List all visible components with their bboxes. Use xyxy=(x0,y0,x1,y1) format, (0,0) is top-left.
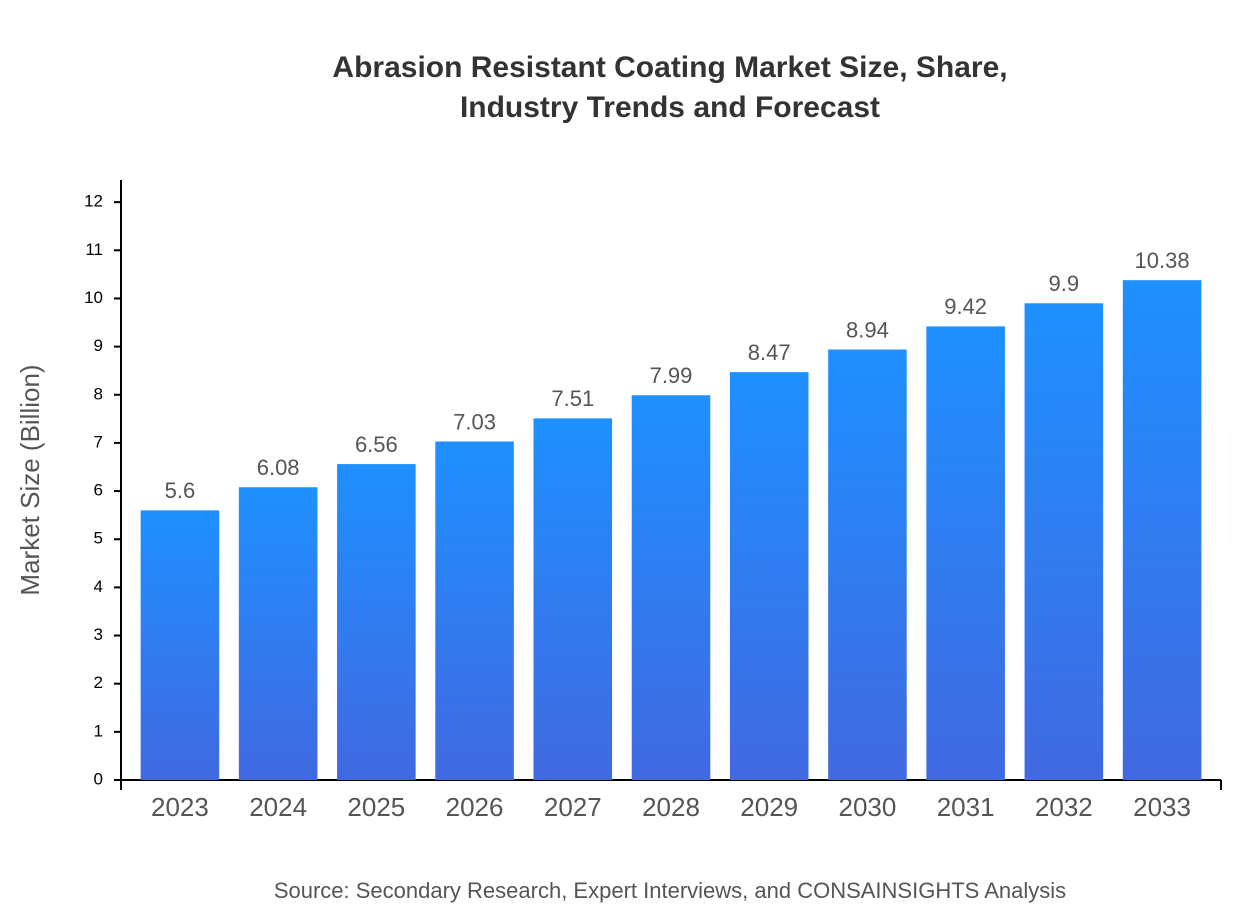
y-tick-label: 10 xyxy=(84,288,103,307)
bar xyxy=(238,487,318,780)
y-tick-label: 1 xyxy=(94,721,103,740)
x-tick-label: 2027 xyxy=(544,792,602,822)
x-tick-label: 2033 xyxy=(1133,792,1191,822)
x-tick-label: 2023 xyxy=(151,792,209,822)
y-tick-label: 5 xyxy=(94,529,103,548)
y-tick-label: 7 xyxy=(94,432,103,451)
bar xyxy=(1024,303,1104,780)
x-tick-label: 2026 xyxy=(446,792,504,822)
bar xyxy=(631,395,711,780)
bar xyxy=(533,418,613,780)
y-tick-label: 9 xyxy=(94,336,103,355)
value-label: 9.9 xyxy=(1049,271,1080,296)
bar xyxy=(729,372,809,780)
x-tick-label: 2031 xyxy=(937,792,995,822)
x-tick-label: 2032 xyxy=(1035,792,1093,822)
source-note: Source: Secondary Research, Expert Inter… xyxy=(274,878,1066,903)
bar xyxy=(435,441,514,780)
chart-title: Abrasion Resistant Coating Market Size, … xyxy=(332,51,1008,124)
bar xyxy=(337,464,416,780)
y-tick-label: 2 xyxy=(94,673,103,692)
x-tick-label: 2024 xyxy=(249,792,307,822)
value-label: 6.56 xyxy=(355,432,398,457)
bar xyxy=(140,510,220,780)
y-tick-label: 0 xyxy=(94,769,103,788)
y-axis-label: Market Size (Billion) xyxy=(15,364,45,595)
value-label: 10.38 xyxy=(1135,248,1190,273)
x-tick-label: 2029 xyxy=(740,792,798,822)
bar xyxy=(926,326,1005,780)
bar xyxy=(828,349,907,780)
value-label: 7.03 xyxy=(453,409,496,434)
x-tick-label: 2030 xyxy=(839,792,897,822)
y-tick-label: 11 xyxy=(85,240,103,259)
y-tick-label: 6 xyxy=(94,481,103,500)
y-tick-label: 3 xyxy=(94,625,103,644)
value-label: 7.99 xyxy=(650,363,693,388)
x-tick-label: 2028 xyxy=(642,792,700,822)
value-label: 9.42 xyxy=(944,294,987,319)
x-tick-label: 2025 xyxy=(347,792,405,822)
value-label: 5.6 xyxy=(165,478,196,503)
y-tick-label: 12 xyxy=(84,192,103,211)
y-tick-label: 8 xyxy=(94,384,103,403)
value-label: 8.47 xyxy=(748,340,791,365)
value-label: 6.08 xyxy=(257,455,300,480)
value-label: 7.51 xyxy=(551,386,594,411)
value-label: 8.94 xyxy=(846,317,889,342)
bar xyxy=(1122,280,1202,780)
y-tick-label: 4 xyxy=(94,577,103,596)
